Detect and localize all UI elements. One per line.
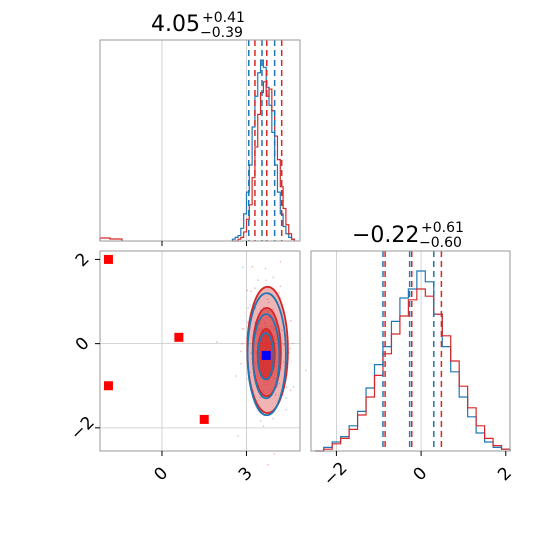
title-param1-minus: −0.39 <box>200 25 243 41</box>
y-tick-label: 0 <box>72 333 94 355</box>
sample-point <box>279 297 282 299</box>
sample-point <box>216 341 218 343</box>
sample-point <box>240 363 242 365</box>
sample-point <box>249 304 251 306</box>
panel-hist-param1 <box>99 39 301 246</box>
title-param2-plus: +0.61 <box>421 220 464 236</box>
panel-frame <box>99 39 301 242</box>
sample-point <box>264 267 267 270</box>
marker-red <box>199 414 209 424</box>
sample-point <box>254 287 256 290</box>
sample-point <box>277 384 279 386</box>
x-tick-label: 2 <box>494 463 516 485</box>
sample-point <box>272 276 274 279</box>
sample-point <box>278 291 280 294</box>
sample-point <box>280 329 283 332</box>
sample-point <box>292 342 294 345</box>
sample-point <box>285 386 288 388</box>
sample-point <box>251 265 254 268</box>
sample-point <box>266 298 269 301</box>
sample-point <box>292 386 295 388</box>
sample-point <box>267 301 270 304</box>
sample-point <box>283 360 285 363</box>
title-param1-value: 4.05 <box>151 12 200 37</box>
x-tick-label: 3 <box>235 463 257 485</box>
sample-point <box>235 375 237 377</box>
sample-point <box>240 350 242 353</box>
title-param2-minus: −0.60 <box>419 235 462 251</box>
sample-point <box>289 320 292 322</box>
histogram-red <box>315 288 511 452</box>
histogram-blue <box>315 270 511 452</box>
panel-frame <box>99 250 301 452</box>
sample-point <box>278 382 280 385</box>
sample-point <box>283 344 285 346</box>
sample-point <box>259 396 261 399</box>
sample-point <box>265 279 268 282</box>
panel-frame <box>310 250 511 452</box>
sample-point <box>272 417 274 420</box>
sample-point <box>289 389 292 391</box>
sample-point <box>241 327 244 330</box>
sample-point <box>247 306 249 309</box>
sample-point <box>272 308 275 310</box>
y-tick-label: 2 <box>72 249 94 271</box>
panel-2d-param1-param2: 0 3 2 0 −2 <box>67 249 307 485</box>
sample-point <box>242 266 244 268</box>
x-tick-label: −2 <box>320 458 352 490</box>
contour-blue <box>252 313 281 400</box>
sample-point <box>274 394 277 396</box>
sample-point <box>285 409 287 411</box>
x-tick-label: 0 <box>409 463 431 485</box>
sample-point <box>243 328 245 330</box>
x-tick-label: 0 <box>150 463 172 485</box>
sample-point <box>262 425 265 427</box>
histogram-red <box>232 81 295 242</box>
sample-point <box>279 260 282 263</box>
marker-red <box>103 254 113 264</box>
marker-red <box>103 381 113 391</box>
sample-point <box>250 290 252 293</box>
sample-point <box>241 342 243 345</box>
sample-point <box>246 289 248 292</box>
title-param1-plus: +0.41 <box>202 10 245 26</box>
sample-point <box>247 321 249 324</box>
sample-point <box>289 347 292 350</box>
histogram-blue <box>231 59 295 241</box>
sample-point <box>237 435 239 437</box>
sample-point <box>267 463 270 466</box>
contour-blue <box>256 332 275 381</box>
contour-blue <box>246 292 287 417</box>
marker-blue <box>261 350 271 360</box>
marker-red <box>174 332 184 342</box>
title-param2-value: −0.22 <box>352 223 419 248</box>
y-tick-label: −2 <box>67 413 99 445</box>
sample-point <box>285 397 288 399</box>
panel-hist-param2: −2 0 2 <box>310 250 516 490</box>
sample-point <box>273 453 276 455</box>
sample-point <box>305 369 307 372</box>
sample-point <box>249 371 252 374</box>
sample-point <box>279 285 282 288</box>
sample-point <box>259 420 262 422</box>
sample-point <box>257 279 259 281</box>
sample-point <box>250 352 252 355</box>
